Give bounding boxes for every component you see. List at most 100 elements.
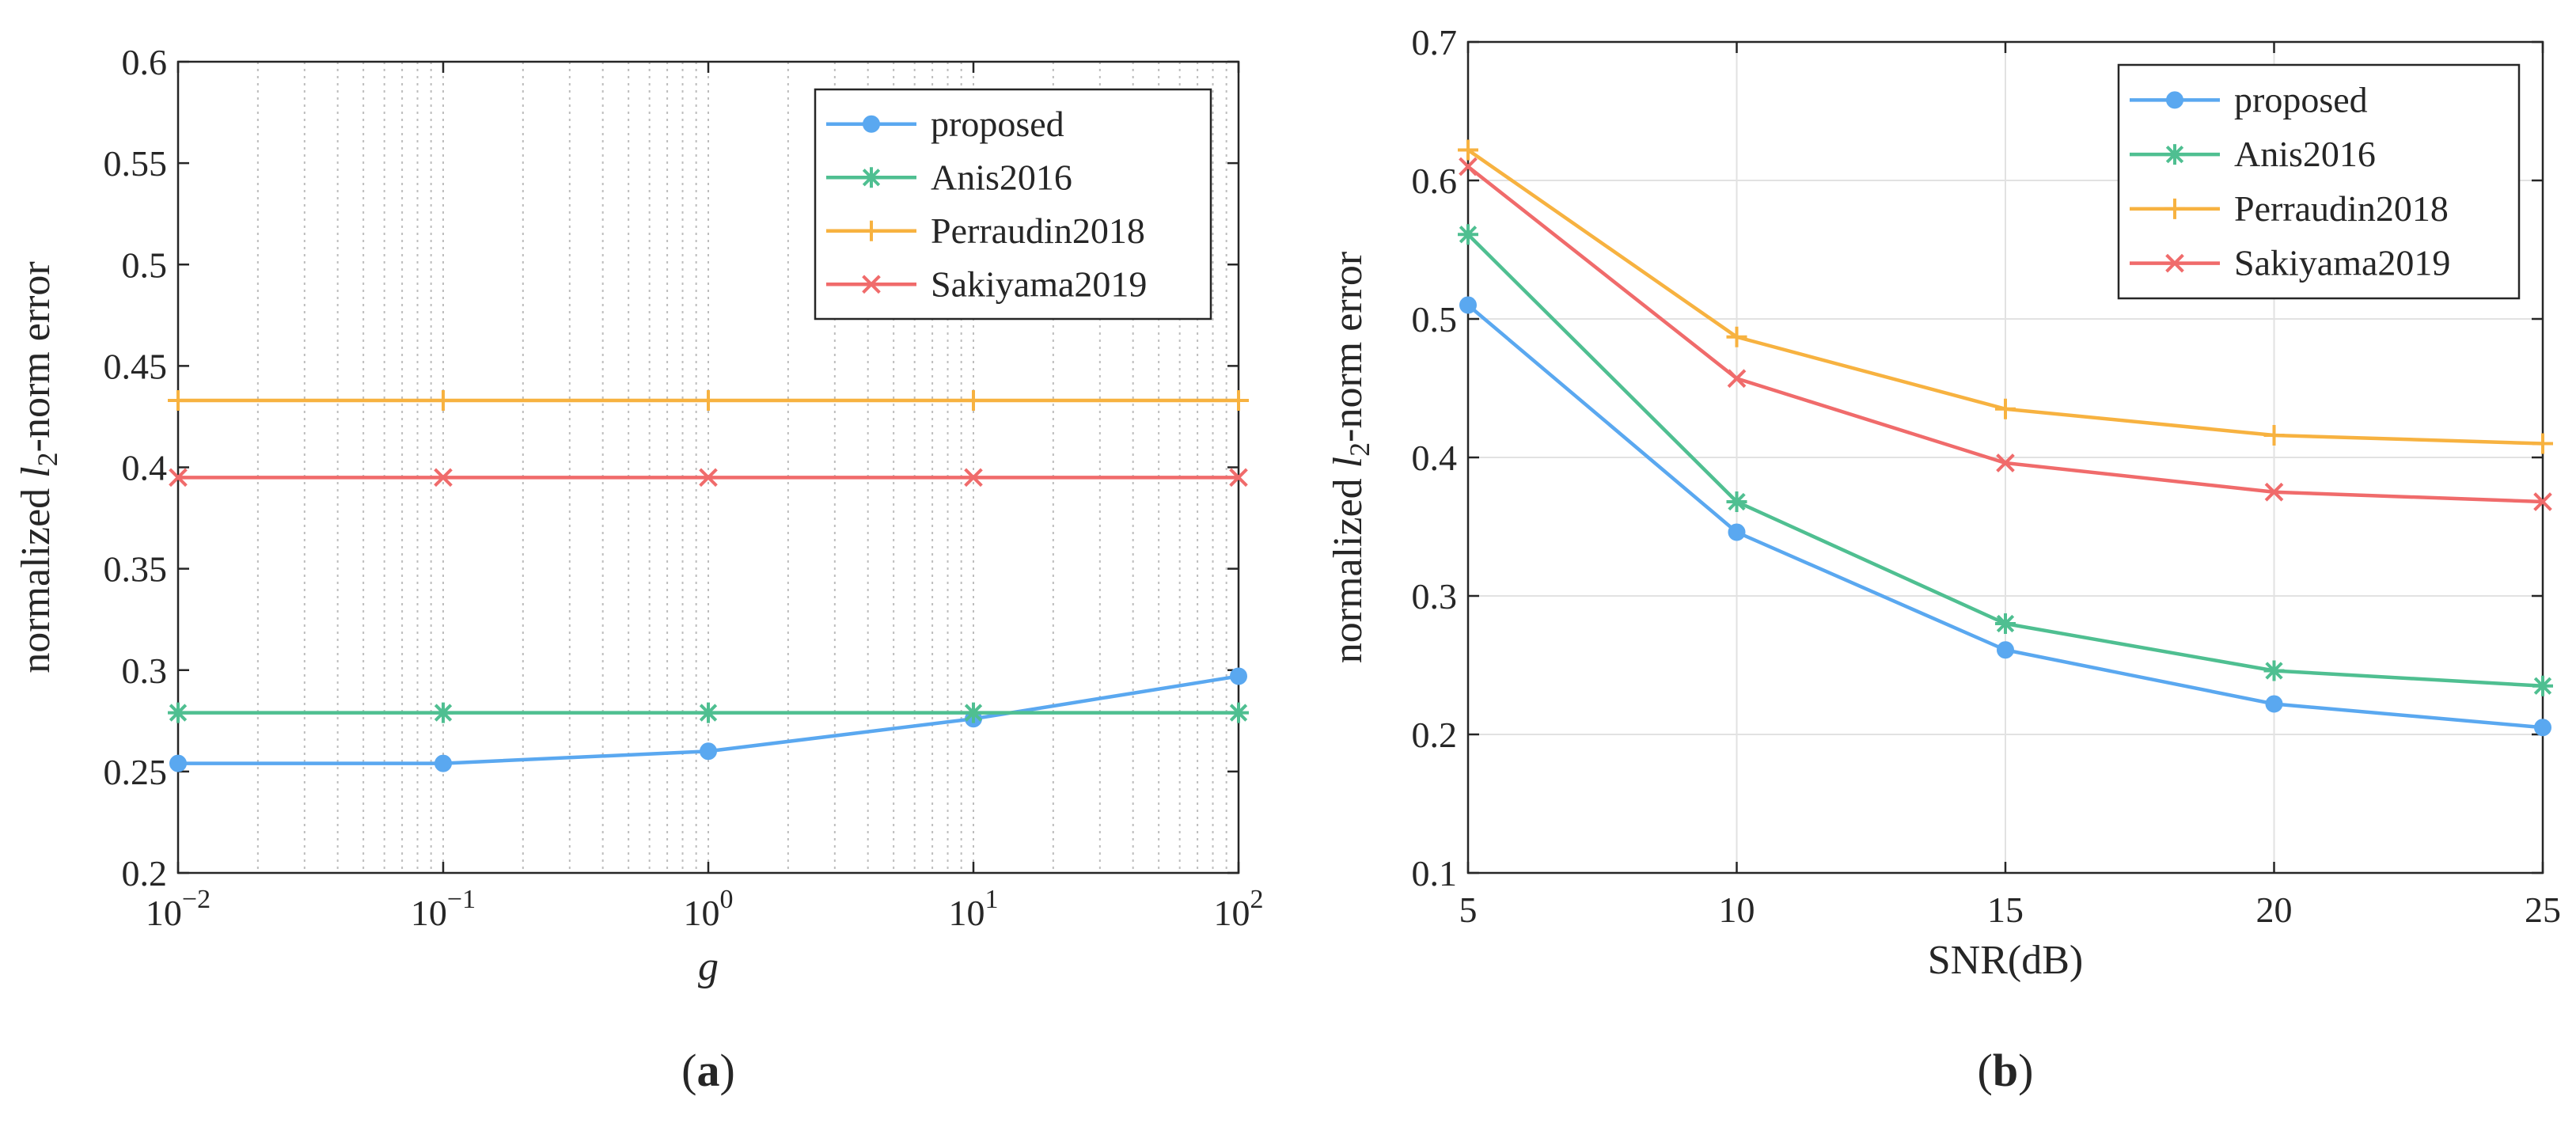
y-title-var: l	[13, 466, 59, 477]
series-Anis2016	[168, 702, 1249, 723]
x-tick-label: 20	[2256, 890, 2293, 930]
data-point	[1228, 702, 1249, 723]
y-tick-label: 0.2	[1412, 715, 1458, 755]
legend-box	[814, 88, 1212, 321]
data-point	[1230, 667, 1247, 685]
x-tick-base: 10	[411, 893, 447, 933]
legend-item: proposed	[826, 104, 1064, 144]
legend-marker	[2165, 253, 2184, 273]
data-point	[699, 468, 718, 488]
caption-letter: b	[1993, 1045, 2018, 1096]
data-point	[1997, 641, 2014, 659]
data-point	[1458, 139, 1478, 161]
data-point	[2263, 660, 2285, 681]
data-point	[1728, 523, 1746, 541]
legend-label: Perraudin2018	[931, 211, 1145, 251]
x-axis-title: g	[698, 944, 719, 989]
legend-label: Sakiyama2019	[2234, 243, 2450, 283]
x-tick-exponent: 2	[1250, 885, 1264, 914]
y-tick-label: 0.6	[122, 42, 168, 82]
y-tick-label: 0.5	[122, 245, 168, 285]
data-point	[434, 754, 452, 772]
legend-item: Perraudin2018	[2130, 188, 2449, 229]
data-point	[2532, 675, 2553, 696]
legend-item: Sakiyama2019	[2130, 243, 2450, 283]
x-tick-label: 25	[2525, 890, 2561, 930]
x-tick-label: 15	[1987, 890, 2024, 930]
legend-marker	[862, 275, 881, 294]
x-axis-title: SNR(dB)	[1928, 938, 2083, 983]
data-point	[1995, 613, 2016, 634]
data-point	[1995, 398, 2016, 419]
series-proposed	[1459, 296, 2551, 737]
y-tick-label: 0.55	[104, 143, 168, 184]
data-point	[2533, 492, 2552, 511]
caption-close-paren: )	[720, 1045, 735, 1096]
data-point	[963, 702, 984, 723]
data-point	[700, 742, 717, 761]
legend-item: Anis2016	[826, 157, 1072, 197]
caption-close-paren: )	[2018, 1045, 2033, 1096]
data-point	[433, 702, 453, 723]
data-point	[1229, 468, 1248, 488]
x-tick-exponent: 0	[720, 885, 734, 914]
y-axis-title: normalized l2-norm error	[13, 261, 63, 673]
x-tick-base: 10	[684, 893, 720, 933]
series-Anis2016	[1458, 224, 2553, 696]
data-point	[169, 754, 187, 772]
legend-item: Perraudin2018	[826, 211, 1145, 251]
y-title-prefix: normalized	[13, 478, 59, 673]
x-tick-label: 102	[1214, 885, 1264, 933]
y-tick-label: 0.25	[104, 752, 168, 792]
x-tick-exponent: −2	[182, 885, 211, 914]
data-point	[698, 702, 719, 723]
legend-marker	[863, 115, 880, 133]
caption-open-paren: (	[1978, 1045, 1993, 1096]
data-point	[698, 389, 719, 411]
legend-marker	[861, 167, 882, 188]
data-point	[963, 389, 984, 411]
x-tick-base: 10	[949, 893, 985, 933]
data-point	[1228, 389, 1249, 411]
legend-label: Perraudin2018	[2234, 188, 2449, 229]
legend-marker	[2164, 144, 2185, 165]
legend-label: proposed	[931, 104, 1064, 144]
y-title-suffix: -norm error	[13, 261, 59, 452]
y-tick-label: 0.2	[122, 853, 168, 893]
data-point	[964, 468, 983, 488]
legend-marker	[2164, 198, 2185, 219]
x-tick-base: 10	[146, 893, 182, 933]
y-tick-label: 0.5	[1412, 299, 1458, 340]
data-point	[1459, 157, 1478, 176]
data-point	[1458, 224, 1478, 245]
data-point	[1459, 296, 1477, 314]
x-tick-label: 10	[1719, 890, 1755, 930]
legend-label: proposed	[2234, 79, 2368, 120]
legend: proposed Anis2016 Perraudin2018 Sakiyama201…	[2117, 63, 2521, 300]
caption-letter: a	[697, 1045, 720, 1096]
panel-b: 0.1 0.2 0.3 0.4 0.5 0.6 0.7 5 10 15 20 25 SNR(dB) nor…	[1326, 22, 2561, 1096]
data-point	[1726, 491, 1747, 512]
series-Sakiyama2019	[169, 468, 1248, 488]
x-tick-label: 101	[949, 885, 999, 933]
y-axis-title: normalized l2-norm error	[1326, 252, 1375, 663]
y-title-prefix: normalized	[1326, 468, 1371, 663]
y-tick-label: 0.3	[122, 651, 168, 691]
legend-box	[2117, 63, 2521, 300]
y-tick-label: 0.1	[1412, 853, 1458, 893]
data-point	[1996, 453, 2015, 472]
series-Sakiyama2019	[1459, 157, 2552, 511]
data-point	[2265, 695, 2283, 713]
x-tick-label: 100	[684, 885, 734, 933]
series-Perraudin2018	[1458, 139, 2553, 454]
data-point	[433, 389, 453, 411]
legend-label: Sakiyama2019	[931, 264, 1147, 304]
x-tick-base: 10	[1214, 893, 1250, 933]
legend-item: proposed	[2130, 79, 2368, 120]
legend-label: Anis2016	[2234, 134, 2376, 174]
x-tick-label: 10−1	[411, 885, 476, 933]
legend-marker	[2166, 91, 2183, 109]
y-tick-label: 0.7	[1412, 22, 1458, 63]
data-point	[2532, 433, 2553, 454]
